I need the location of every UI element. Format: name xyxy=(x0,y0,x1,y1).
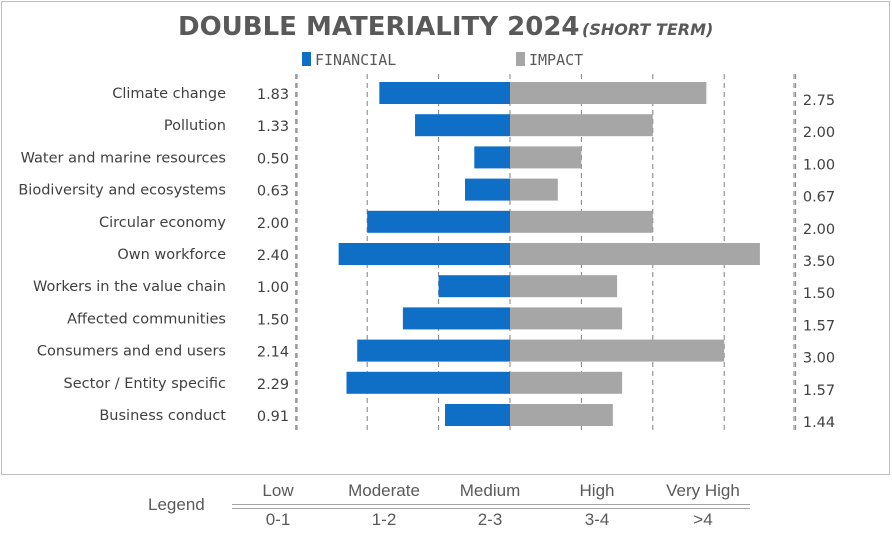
scale-divider-top xyxy=(232,504,750,505)
chart: DOUBLE MATERIALITY 2024 (SHORT TERM) FIN… xyxy=(18,12,835,434)
value-label-financial: 2.00 xyxy=(257,216,289,232)
scale-level-range: 2-3 xyxy=(477,510,503,529)
value-label-financial: 1.33 xyxy=(257,119,289,135)
scale-level-name: High xyxy=(579,481,615,500)
value-label-financial: 1.00 xyxy=(257,280,289,296)
value-label-financial: 1.83 xyxy=(257,87,289,103)
bar-impact xyxy=(510,114,653,137)
legend-swatch-financial xyxy=(302,52,311,66)
value-label-financial: 1.50 xyxy=(257,312,289,328)
value-label-financial: 2.14 xyxy=(257,345,289,361)
scale-divider-bottom xyxy=(232,508,750,509)
scale-level-range: 3-4 xyxy=(584,510,610,529)
legend-swatch-impact xyxy=(516,52,525,66)
value-label-financial: 2.29 xyxy=(257,377,289,393)
category-label: Sector / Entity specific xyxy=(64,376,226,392)
bar-impact xyxy=(510,371,623,394)
value-label-financial: 2.40 xyxy=(257,248,289,264)
bar-impact xyxy=(510,210,653,233)
value-label-impact: 3.00 xyxy=(803,351,835,367)
value-label-impact: 1.44 xyxy=(803,415,835,431)
scale-level-name: Medium xyxy=(459,481,521,500)
bar-impact xyxy=(510,339,725,362)
chart-title: DOUBLE MATERIALITY 2024 xyxy=(178,12,580,42)
value-label-impact: 1.50 xyxy=(803,286,835,302)
bar-financial xyxy=(402,307,510,330)
legend-label-impact: IMPACT xyxy=(529,51,583,69)
value-label-financial: 0.50 xyxy=(257,151,289,167)
scale-level-range: >4 xyxy=(693,510,713,529)
value-label-financial: 0.91 xyxy=(257,409,289,425)
value-label-impact: 3.50 xyxy=(803,254,835,270)
bar-financial xyxy=(379,82,510,104)
value-label-impact: 2.00 xyxy=(803,222,835,238)
value-label-impact: 2.75 xyxy=(803,93,835,109)
bar-impact xyxy=(510,275,618,298)
scale-level-range: 0-1 xyxy=(265,510,291,529)
bar-financial xyxy=(367,210,510,233)
bar-financial xyxy=(474,146,510,169)
category-label: Own workforce xyxy=(117,247,226,263)
category-label: Business conduct xyxy=(99,408,226,424)
value-label-impact: 2.00 xyxy=(803,125,835,141)
bar-impact xyxy=(510,178,558,201)
value-label-financial: 0.63 xyxy=(257,184,289,200)
value-label-impact: 1.57 xyxy=(803,318,835,334)
scale-level-name: Very High xyxy=(666,481,740,500)
chart-subtitle: (SHORT TERM) xyxy=(582,20,713,39)
bar-financial xyxy=(445,404,510,426)
category-label: Circular economy xyxy=(99,215,226,231)
bar-financial xyxy=(465,178,510,201)
labels: Climate change 1.83 2.75 Pollution 1.33 2.00 W… xyxy=(18,86,835,431)
bar-financial xyxy=(338,243,510,265)
category-label: Pollution xyxy=(164,118,226,134)
category-label: Consumers and end users xyxy=(37,344,226,360)
scale-legend-title: Legend xyxy=(148,495,205,514)
category-label: Water and marine resources xyxy=(21,150,226,166)
value-label-impact: 1.57 xyxy=(803,383,835,399)
category-label: Affected communities xyxy=(67,311,226,327)
bar-impact xyxy=(510,146,582,169)
bar-financial xyxy=(415,114,510,137)
bar-financial xyxy=(357,339,510,362)
bar-financial xyxy=(346,371,510,394)
bars xyxy=(338,82,760,426)
bar-impact xyxy=(510,82,707,104)
legend-label-financial: FINANCIAL xyxy=(315,51,396,69)
scale-level-name: Moderate xyxy=(348,481,420,500)
scale-level-range: 1-2 xyxy=(371,510,397,529)
scale-legend: Legend Low 0-1 Moderate 1-2 Medium 2-3 High 3-4… xyxy=(0,476,892,534)
bar-impact xyxy=(510,307,623,330)
bar-impact xyxy=(510,243,760,265)
chart-frame: DOUBLE MATERIALITY 2024 (SHORT TERM) FIN… xyxy=(1,1,890,475)
value-label-impact: 1.00 xyxy=(803,157,835,173)
category-label: Climate change xyxy=(112,86,226,102)
category-label: Workers in the value chain xyxy=(33,279,226,295)
bar-impact xyxy=(510,404,613,426)
value-label-impact: 0.67 xyxy=(803,190,835,206)
legend: FINANCIAL IMPACT xyxy=(302,51,583,69)
category-label: Biodiversity and ecosystems xyxy=(18,183,226,199)
scale-level-name: Low xyxy=(262,481,294,500)
bar-financial xyxy=(438,275,510,298)
